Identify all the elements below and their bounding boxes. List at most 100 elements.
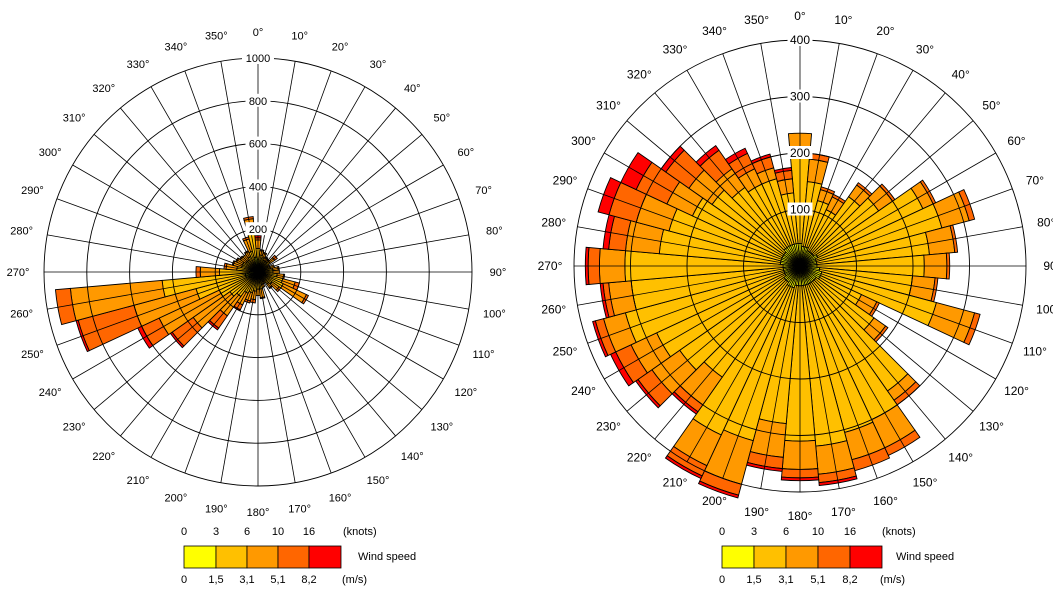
ring-label: 600 [249,139,267,151]
angle-label: 200° [165,493,188,505]
grid-spoke [150,86,259,273]
legend-title: Wind speed [896,551,954,563]
ring-label-bg [787,33,813,46]
rose-grid [43,57,473,487]
legend-knots-tick: 10 [812,526,824,538]
wind-rose-left: 200 400 600 800 1000 0° 10° 20° 30° 40° 50° 60° 70° 8… [7,27,507,519]
angle-label: 50° [434,113,451,125]
legend-swatch-4 [817,545,851,569]
angle-label: 310° [63,113,86,125]
grid-spoke [604,265,801,380]
grid-spoke [184,70,259,273]
angle-label: 330° [127,59,150,71]
grid-spoke [686,265,801,462]
angle-label: 230° [63,421,86,433]
ring-label-bg [245,179,271,193]
angle-label: 50° [982,98,1000,112]
legend-swatch-2 [215,545,248,569]
angle-label: 310° [596,98,621,112]
ring-label-bg [245,222,271,236]
grid-spoke [799,120,974,267]
angle-label: 280° [10,225,33,237]
grid-spoke [799,265,914,462]
angle-label: 200° [702,494,727,508]
angle-label: 160° [329,493,352,505]
legend-knots-tick: 0 [181,526,187,538]
legend-ms-tick: 0 [719,574,725,586]
legend-title: Wind speed [358,551,416,563]
angle-label: 220° [627,451,652,465]
angle-label: 320° [627,67,652,81]
angle-label: 240° [571,384,596,398]
ring-label: 400 [249,181,267,193]
legend-swatch-5 [849,545,883,569]
ring-label: 300 [790,90,810,104]
rose-grid [573,39,1027,493]
grid-spoke [220,271,259,483]
grid-spoke [150,271,259,458]
grid-spoke [257,70,332,273]
rose-bar-segment [54,287,77,326]
angle-label: 170° [831,505,856,519]
angle-label: 90° [490,267,507,279]
angle-label: 0° [253,27,264,39]
grid-spoke [257,271,469,310]
legend-ms-unit: (m/s) [880,574,905,586]
grid-spoke [722,265,801,479]
angle-labels: 0°10°20°30°40°50°60°70°80°90100110°120°1… [538,9,1053,523]
legend-swatch-5 [308,545,342,569]
legend-knots-tick: 3 [213,526,219,538]
grid-spoke [577,265,801,306]
ring-label: 400 [790,33,810,47]
legend-swatch-1 [721,545,755,569]
angle-label: 230° [596,420,621,434]
angle-label: 300° [39,147,62,159]
angle-label: 30° [916,42,934,56]
ring-label: 200 [790,146,810,160]
legend-knots-unit: (knots) [882,526,916,538]
grid-spoke [47,271,259,310]
ring-label-bg [245,93,271,107]
legend-knots-tick: 6 [783,526,789,538]
rose-bars [584,132,981,499]
grid-spoke [799,265,878,479]
legend-ms-tick: 8,2 [301,574,316,586]
grid-spoke [577,226,801,267]
angle-label: 60° [1007,134,1025,148]
angle-label: 260° [10,309,33,321]
legend-ms-tick: 8,2 [842,574,857,586]
angle-label: 140° [401,451,424,463]
grid-spoke [257,271,396,437]
angle-label: 60° [458,147,475,159]
ring-label-bg [787,89,813,103]
grid-spoke [220,61,259,273]
legend-ms-tick: 3,1 [778,574,793,586]
rose-bar-segment [697,480,740,499]
angle-label: 190° [744,505,769,519]
angle-label: 170° [288,503,311,515]
grid-spoke [257,271,444,380]
grid-spoke [654,92,801,267]
grid-spoke [799,265,974,412]
grid-spoke [799,226,1023,267]
angle-label: 20° [876,24,894,38]
angle-label: 80° [1037,216,1053,230]
grid-spoke [56,198,259,273]
legend-ms-tick: 3,1 [239,574,254,586]
legend-ms-tick: 5,1 [810,574,825,586]
grid-spoke [93,134,259,273]
ring-label-bg [787,202,813,216]
ring-label: 200 [249,224,267,236]
grid-spoke [56,271,259,346]
legend-knots-tick: 6 [244,526,250,538]
grid-spoke [257,107,396,273]
legend-ms-tick: 1,5 [746,574,761,586]
grid-spoke [799,152,996,267]
grid-spoke [799,53,878,267]
angle-label: 270° [538,259,563,273]
angle-label: 340° [702,24,727,38]
angle-label: 70° [1026,173,1044,187]
angle-label: 290° [553,173,578,187]
grid-spoke [257,198,460,273]
